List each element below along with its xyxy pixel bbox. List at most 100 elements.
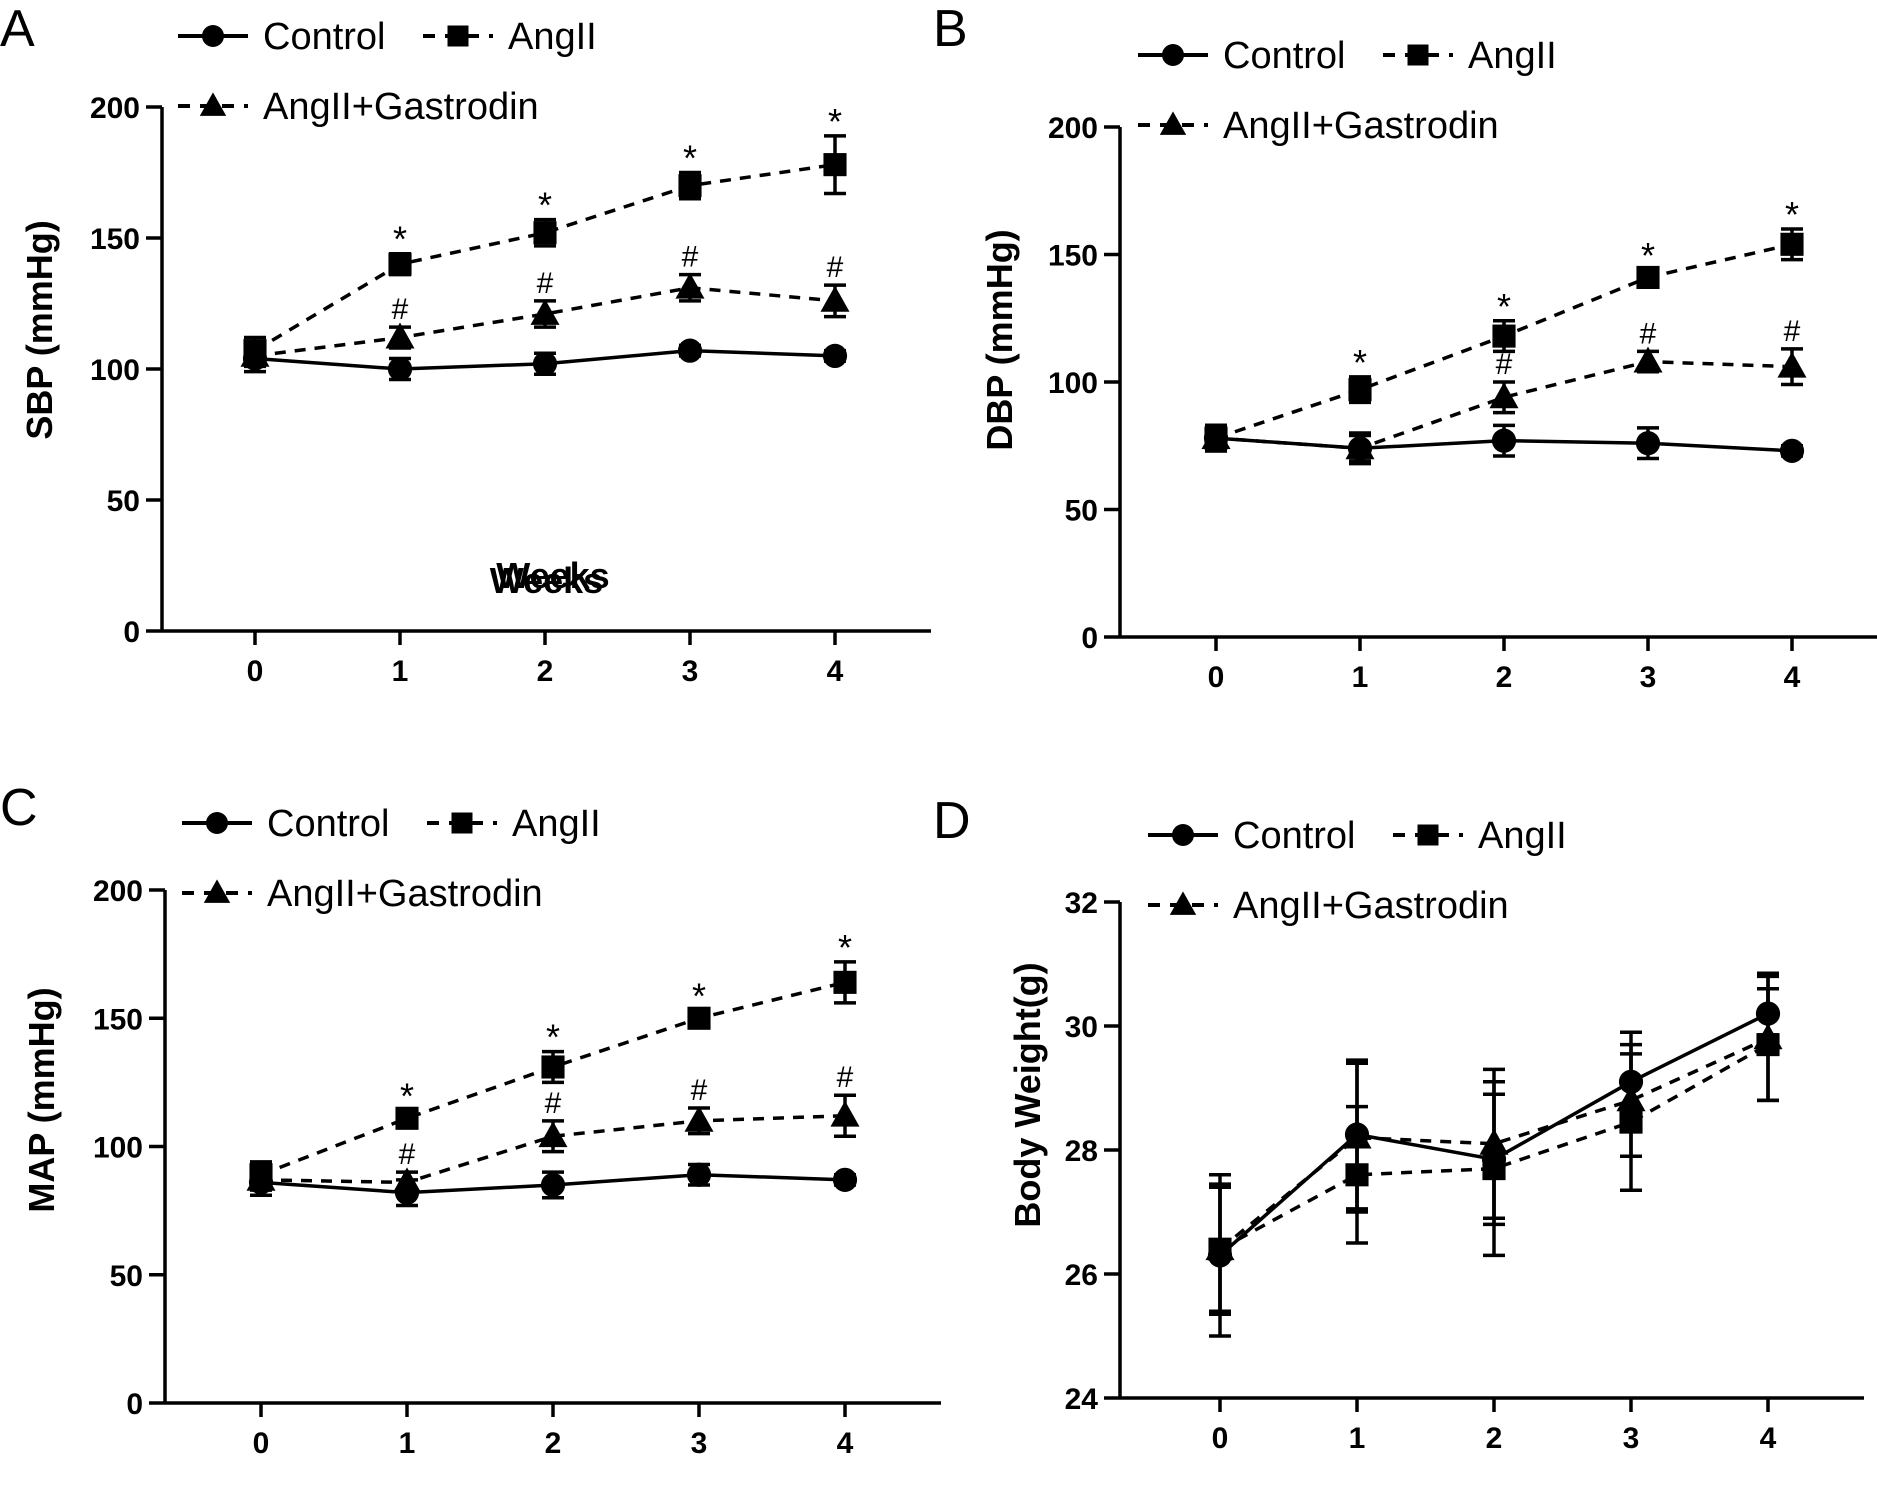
data-point [1753,1023,1783,1050]
legend-marker [451,812,473,834]
legend-marker [203,879,231,903]
x-tick-label: 1 [392,655,409,688]
legend-label: Control [267,803,390,845]
x-tick-label: 0 [1212,1422,1229,1455]
x-tick-label: 1 [1349,1422,1366,1455]
legend: Control AngII AngII+Gastrodin [178,16,597,128]
x-tick-label: 2 [537,655,554,688]
legend-marker [1407,44,1429,66]
data-point [1779,438,1805,463]
significance-star: * [692,976,706,1017]
series-angii-gastrodin [1205,974,1783,1313]
significance-star: * [538,185,552,226]
significance-hash: # [827,251,844,284]
data-point [541,1055,565,1079]
y-axis-title: DBP (mmHg) [979,229,1020,450]
significance-star: * [828,101,842,142]
data-point [833,970,857,994]
data-point [686,1162,712,1187]
series-line [254,286,836,358]
legend-label: Control [1233,815,1356,857]
data-point [1635,431,1661,456]
legend-marker [447,25,469,47]
legend-marker [1159,111,1187,135]
x-axis-title: Weeks [496,555,609,596]
panel-d: D 24 26 28 30 32 0 1 2 3 4 Weeks Body Weight(g) Contr… [933,792,1864,1498]
y-tick-label: 0 [123,616,140,649]
data-point [832,1167,858,1192]
x-tick-label: 4 [837,1427,854,1460]
x-tick-label: 4 [1760,1422,1777,1455]
legend-item-angii: AngII [1393,815,1567,857]
significance-hash: # [1496,348,1513,381]
legend-label: Control [263,16,386,58]
significance-star: * [1785,194,1799,235]
x-tick-label: 1 [399,1427,416,1460]
series-line [260,980,846,1177]
data-point [675,272,705,299]
data-point [540,1172,566,1198]
significance-star: * [838,927,852,968]
panel-a: A 0 50 100 150 200 0 1 2 3 4 Weeks SBP (mmHg) * * * * # # #… [0,0,931,688]
series-angii [1204,227,1804,453]
y-tick-label: 100 [93,1132,143,1165]
legend-label: AngII [508,16,597,58]
data-point [395,1106,419,1130]
data-point [820,285,850,312]
significance-star: * [1641,235,1655,276]
significance-hash: # [399,1138,416,1171]
data-point [1492,324,1516,348]
legend: Control AngII AngII+Gastrodin [1138,35,1557,147]
x-tick-label: 0 [253,1427,270,1460]
data-point [387,356,413,382]
legend-label: AngII [1478,815,1567,857]
data-point [1489,382,1519,409]
legend-item-control: Control [182,803,390,845]
y-tick-label: 150 [93,1003,143,1036]
y-tick-label: 150 [1048,240,1098,273]
x-tick-label: 3 [1623,1422,1640,1455]
legend-label: AngII+Gastrodin [263,86,539,128]
legend-item-angii-gastrodin: AngII+Gastrodin [1138,105,1499,147]
panel-letter: B [933,0,968,58]
legend-marker [1162,44,1184,66]
y-tick-label: 200 [1048,112,1098,145]
x-tick-label: 3 [1640,661,1657,694]
panel-letter: D [933,792,971,850]
legend-item-angii: AngII [427,803,601,845]
y-tick-label: 26 [1065,1259,1098,1292]
panel-letter: C [0,779,38,837]
data-point [822,343,848,368]
data-point [1342,1122,1372,1149]
significance-star: * [683,138,697,179]
data-point [388,252,412,276]
significance-star: * [400,1076,414,1117]
legend-item-angii-gastrodin: AngII+Gastrodin [182,873,543,915]
data-point [1491,428,1517,453]
data-point [1633,346,1663,373]
x-tick-label: 0 [247,655,264,688]
significance-star: * [1497,286,1511,327]
y-axis-title: SBP (mmHg) [19,220,60,439]
data-point [1780,232,1804,256]
legend-marker [1172,824,1194,846]
data-point [538,1121,568,1148]
legend-label: AngII+Gastrodin [1223,105,1499,147]
x-tick-label: 3 [691,1427,708,1460]
series-angii-gastrodin [240,272,850,369]
series-control [1203,423,1805,466]
legend-item-control: Control [178,16,386,58]
legend-item-control: Control [1138,35,1346,77]
x-tick-label: 2 [1496,661,1513,694]
significance-hash: # [1640,317,1657,350]
legend-label: AngII+Gastrodin [267,873,543,915]
legend-item-control: Control [1148,815,1356,857]
y-tick-label: 50 [110,1260,143,1293]
y-tick-label: 100 [90,354,140,387]
data-point [385,322,415,349]
significance-hash: # [691,1074,708,1107]
legend-marker [1417,824,1439,846]
x-tick-label: 0 [1208,661,1225,694]
x-tick-label: 3 [682,655,699,688]
y-tick-label: 200 [93,875,143,908]
